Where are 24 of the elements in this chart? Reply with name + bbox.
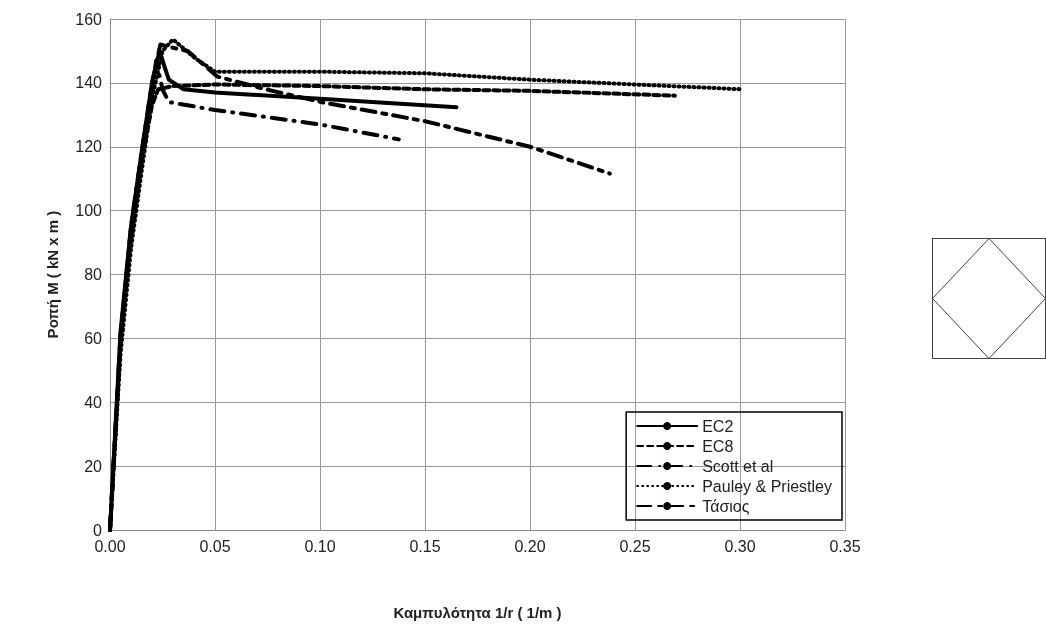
y-tick-label: 60 <box>84 329 103 347</box>
x-tick-label: 0.20 <box>514 537 546 555</box>
y-tick-label: 40 <box>84 393 103 411</box>
y-axis-title: Ροπή Μ ( kN x m ) <box>44 210 61 339</box>
legend-label: EC8 <box>702 437 734 455</box>
y-tick-label: 80 <box>84 266 103 283</box>
legend-label: EC2 <box>702 417 734 435</box>
y-tick-label: 0 <box>93 521 103 539</box>
legend-label: Τάσιος <box>702 497 750 515</box>
x-tick-label: 0.05 <box>199 537 231 555</box>
y-tick-label: 120 <box>75 138 103 156</box>
y-tick-label: 100 <box>75 202 103 220</box>
x-tick-label: 0.25 <box>619 537 651 555</box>
legend-label: Scott et al <box>702 457 774 475</box>
y-tick-label: 160 <box>75 10 103 28</box>
x-tick-label: 0.00 <box>94 537 126 555</box>
x-tick-label: 0.15 <box>409 537 441 555</box>
x-tick-label: 0.30 <box>724 537 756 555</box>
x-axis-title: Καμπυλότητα 1/r ( 1/m ) <box>393 604 562 621</box>
x-tick-label: 0.10 <box>304 537 336 555</box>
y-tick-label: 20 <box>84 457 103 475</box>
y-tick-label: 140 <box>75 74 103 92</box>
legend-label: Pauley & Priestley <box>702 477 833 495</box>
x-tick-label: 0.35 <box>829 537 861 555</box>
